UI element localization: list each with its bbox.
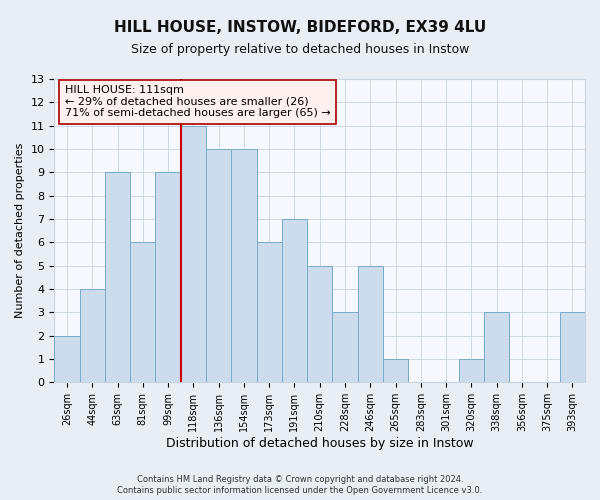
Text: Contains public sector information licensed under the Open Government Licence v3: Contains public sector information licen…	[118, 486, 482, 495]
Bar	[206, 149, 231, 382]
Bar	[560, 312, 585, 382]
Bar	[484, 312, 509, 382]
Bar	[282, 219, 307, 382]
Bar	[458, 359, 484, 382]
Text: HILL HOUSE, INSTOW, BIDEFORD, EX39 4LU: HILL HOUSE, INSTOW, BIDEFORD, EX39 4LU	[114, 20, 486, 35]
Bar	[257, 242, 282, 382]
Bar	[358, 266, 383, 382]
Bar	[332, 312, 358, 382]
Bar	[181, 126, 206, 382]
Bar	[307, 266, 332, 382]
Y-axis label: Number of detached properties: Number of detached properties	[15, 143, 25, 318]
Text: HILL HOUSE: 111sqm
← 29% of detached houses are smaller (26)
71% of semi-detache: HILL HOUSE: 111sqm ← 29% of detached hou…	[65, 85, 331, 118]
Bar	[55, 336, 80, 382]
X-axis label: Distribution of detached houses by size in Instow: Distribution of detached houses by size …	[166, 437, 473, 450]
Text: Contains HM Land Registry data © Crown copyright and database right 2024.: Contains HM Land Registry data © Crown c…	[137, 475, 463, 484]
Text: Size of property relative to detached houses in Instow: Size of property relative to detached ho…	[131, 42, 469, 56]
Bar	[80, 289, 105, 382]
Bar	[155, 172, 181, 382]
Bar	[105, 172, 130, 382]
Bar	[130, 242, 155, 382]
Bar	[231, 149, 257, 382]
Bar	[383, 359, 408, 382]
